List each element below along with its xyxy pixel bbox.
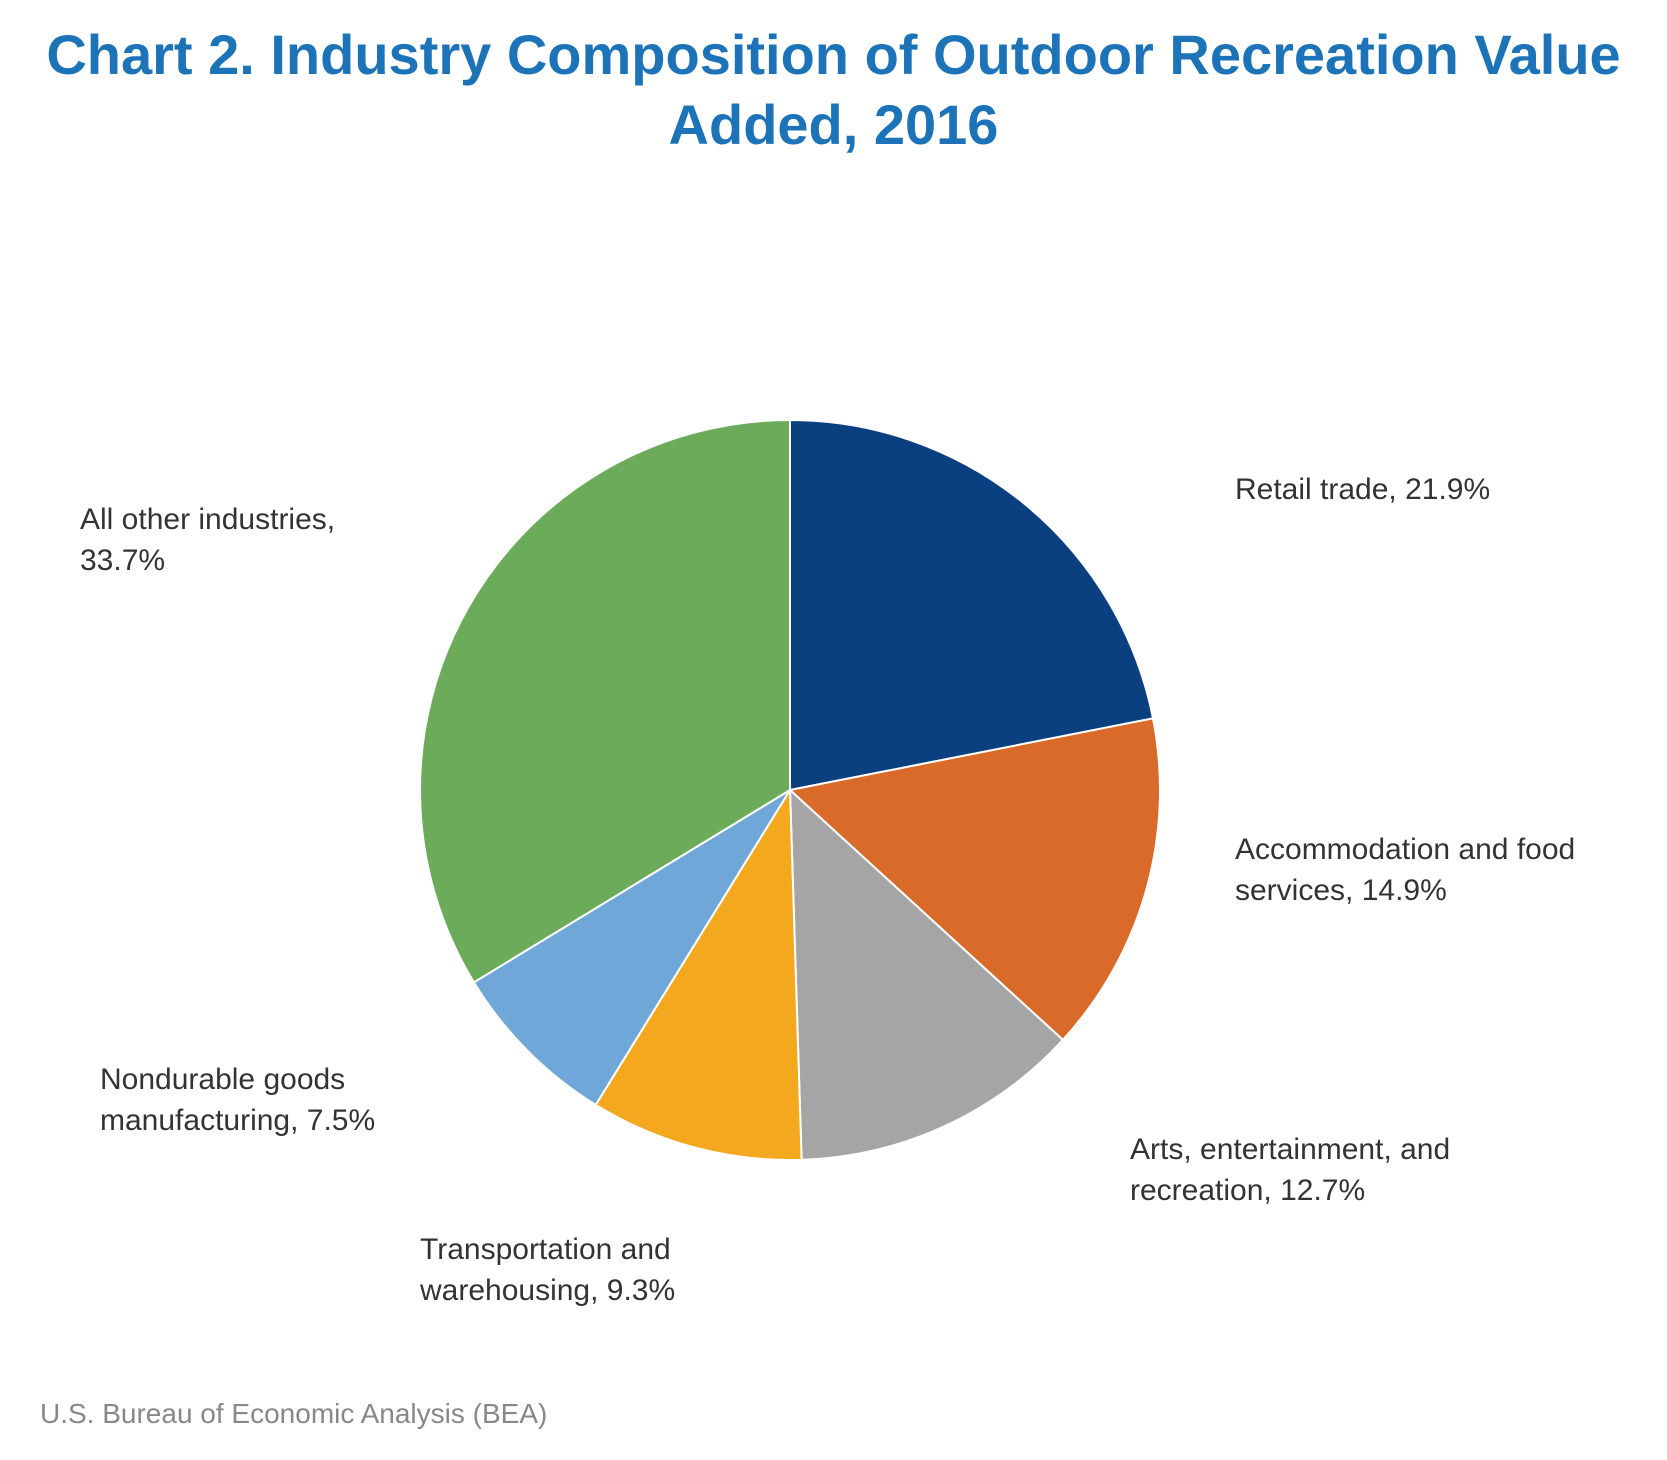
slice-label-retail-trade: Retail trade, 21.9% xyxy=(1235,470,1615,511)
chart-footer: U.S. Bureau of Economic Analysis (BEA) xyxy=(40,1398,547,1430)
pie-chart xyxy=(0,0,1667,1460)
slice-label-all-other-industries: All other industries, 33.7% xyxy=(80,500,410,581)
slice-label-nondurable-goods-manufacturing: Nondurable goods manufacturing, 7.5% xyxy=(100,1060,440,1141)
slice-label-accommodation-and-food-services: Accommodation and food services, 14.9% xyxy=(1235,830,1615,911)
chart-container: Chart 2. Industry Composition of Outdoor… xyxy=(0,0,1667,1460)
slice-label-transportation-and-warehousing: Transportation and warehousing, 9.3% xyxy=(420,1230,780,1311)
slice-label-arts-entertainment-and-recreation: Arts, entertainment, and recreation, 12.… xyxy=(1130,1130,1530,1211)
